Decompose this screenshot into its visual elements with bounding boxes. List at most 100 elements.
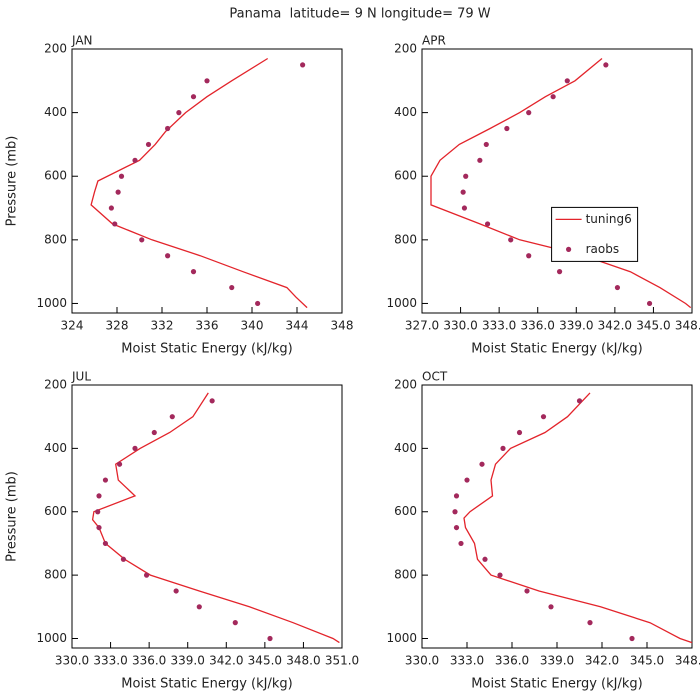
data-point: [108, 205, 114, 211]
data-point: [196, 604, 202, 610]
data-point: [646, 300, 653, 307]
data-point: [267, 635, 273, 642]
data-point: [176, 110, 182, 116]
data-point: [116, 461, 123, 467]
data-point: [603, 62, 609, 68]
data-point: [95, 509, 101, 515]
y-tick-label: 1000: [36, 631, 67, 645]
x-axis-label: Moist Static Energy (kJ/kg): [121, 677, 292, 692]
data-point: [165, 253, 171, 259]
data-point: [165, 125, 171, 132]
x-tick-label: 333.0: [93, 654, 127, 668]
data-point: [556, 269, 563, 275]
data-point: [190, 269, 197, 275]
series-line: [463, 392, 693, 644]
y-tick-label: 600: [44, 169, 67, 183]
legend-marker: [566, 246, 572, 252]
series-line: [91, 392, 340, 644]
x-tick-label: 339.0: [559, 319, 593, 333]
y-tick-label: 600: [44, 504, 67, 518]
data-point: [120, 556, 127, 562]
data-point: [112, 221, 118, 227]
data-point: [453, 493, 460, 499]
data-point: [548, 604, 554, 610]
x-tick-label: 342.0: [598, 319, 632, 333]
x-axis-label: Moist Static Energy (kJ/kg): [471, 677, 642, 692]
x-tick-label: 345.0: [636, 319, 670, 333]
legend-label: tuning6: [586, 212, 632, 226]
x-tick-label: 348.0: [675, 319, 700, 333]
data-point: [500, 445, 506, 451]
x-tick-label: 336.0: [132, 654, 166, 668]
data-point: [540, 414, 547, 420]
data-point: [516, 429, 523, 436]
x-tick-label: 330.0: [55, 654, 89, 668]
data-point: [118, 173, 125, 179]
x-tick-label: 333.0: [482, 319, 516, 333]
x-tick-label: 327.0: [405, 319, 439, 333]
data-point: [209, 398, 215, 404]
x-tick-label: 345.0: [630, 654, 664, 668]
data-point: [96, 493, 102, 499]
x-tick-label: 330.0: [405, 654, 439, 668]
data-point: [145, 141, 152, 148]
data-point: [204, 78, 210, 84]
figure-title: Panama latitude= 9 N longitude= 79 W: [229, 7, 490, 22]
data-point: [526, 110, 532, 116]
data-point: [458, 540, 464, 547]
data-point: [96, 524, 102, 531]
data-point: [143, 572, 150, 578]
y-tick-label: 800: [394, 568, 417, 582]
x-tick-label: 339.0: [540, 654, 574, 668]
x-tick-label: 342.0: [209, 654, 243, 668]
y-axis-label: Pressure (mb): [5, 471, 20, 562]
data-point: [576, 398, 583, 404]
data-point: [477, 157, 483, 163]
data-point: [151, 429, 157, 436]
data-point: [190, 94, 197, 100]
data-point: [115, 189, 121, 195]
x-tick-label: 332: [151, 319, 174, 333]
y-tick-label: 1000: [36, 296, 67, 310]
data-point: [255, 300, 261, 307]
y-tick-label: 400: [394, 105, 417, 119]
y-tick-label: 200: [44, 42, 67, 56]
legend-box: [551, 206, 639, 262]
y-tick-label: 200: [394, 42, 417, 56]
legend-label: raobs: [586, 242, 620, 256]
x-tick-label: 339.0: [171, 654, 205, 668]
panel-label: JAN: [71, 34, 93, 48]
y-tick-label: 1000: [386, 296, 417, 310]
x-tick-label: 344: [286, 319, 309, 333]
y-tick-label: 200: [394, 378, 417, 392]
y-tick-label: 200: [44, 378, 67, 392]
data-point: [508, 237, 514, 243]
series-line: [90, 57, 308, 309]
data-point: [504, 125, 510, 132]
data-point: [614, 284, 621, 291]
panel-label: OCT: [422, 370, 448, 384]
data-point: [229, 284, 235, 291]
data-point: [482, 556, 488, 562]
plot-frame: [421, 48, 693, 314]
data-point: [550, 94, 556, 100]
data-point: [463, 173, 469, 179]
data-point: [524, 588, 530, 594]
data-point: [452, 509, 458, 515]
y-tick-label: 1000: [386, 631, 417, 645]
series-line: [430, 57, 692, 309]
data-point: [564, 78, 570, 84]
x-tick-label: 333.0: [450, 654, 484, 668]
y-tick-label: 800: [44, 232, 67, 246]
data-point: [526, 253, 532, 259]
data-point: [497, 572, 503, 578]
panel-label: APR: [422, 34, 446, 48]
y-tick-label: 800: [44, 568, 67, 582]
panel-label: JUL: [71, 370, 91, 384]
x-tick-label: 336.0: [521, 319, 555, 333]
data-point: [102, 477, 109, 483]
x-axis-label: Moist Static Energy (kJ/kg): [121, 342, 292, 357]
data-point: [132, 445, 138, 451]
data-point: [173, 588, 179, 594]
